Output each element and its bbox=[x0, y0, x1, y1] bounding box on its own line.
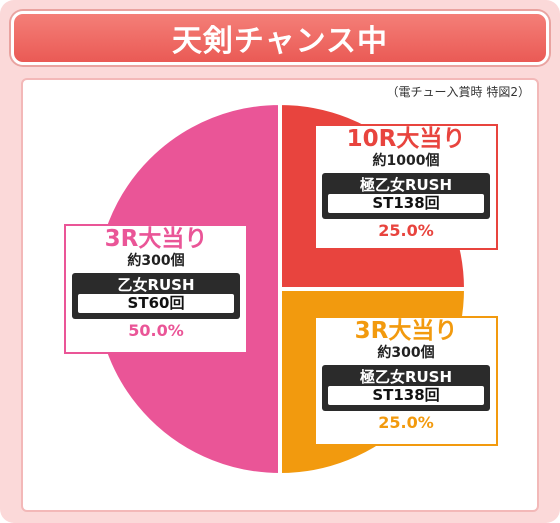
slice-title: 3R大当り bbox=[104, 226, 208, 252]
slice-label-3r-otome: 3R大当り 約300個 乙女RUSH ST60回 50.0% bbox=[64, 224, 248, 354]
chart-title: 天剣チャンス中 bbox=[11, 11, 549, 65]
slice-percent: 50.0% bbox=[128, 321, 184, 340]
slice-rush: 極乙女RUSH bbox=[359, 176, 453, 194]
slice-percent: 25.0% bbox=[378, 221, 434, 240]
slice-label-3r-kiwami: 3R大当り 約300個 極乙女RUSH ST138回 25.0% bbox=[314, 316, 498, 446]
slice-label-10r: 10R大当り 約1000個 極乙女RUSH ST138回 25.0% bbox=[314, 124, 498, 250]
slice-st: ST60回 bbox=[78, 294, 234, 313]
slice-st: ST138回 bbox=[328, 194, 484, 213]
slice-st: ST138回 bbox=[328, 386, 484, 405]
slice-rush-box: 乙女RUSH ST60回 bbox=[72, 273, 240, 319]
slice-percent: 25.0% bbox=[378, 413, 434, 432]
slice-amount: 約1000個 bbox=[372, 153, 440, 169]
chart-note: （電チュー入賞時 特図2） bbox=[386, 85, 530, 99]
slice-title: 3R大当り bbox=[354, 318, 458, 344]
slice-rush: 極乙女RUSH bbox=[359, 368, 453, 386]
slice-rush-box: 極乙女RUSH ST138回 bbox=[322, 365, 490, 411]
slice-amount: 約300個 bbox=[377, 345, 435, 361]
slice-rush-box: 極乙女RUSH ST138回 bbox=[322, 173, 490, 219]
slice-amount: 約300個 bbox=[127, 253, 185, 269]
slice-title: 10R大当り bbox=[346, 126, 466, 152]
slice-rush: 乙女RUSH bbox=[117, 276, 195, 294]
